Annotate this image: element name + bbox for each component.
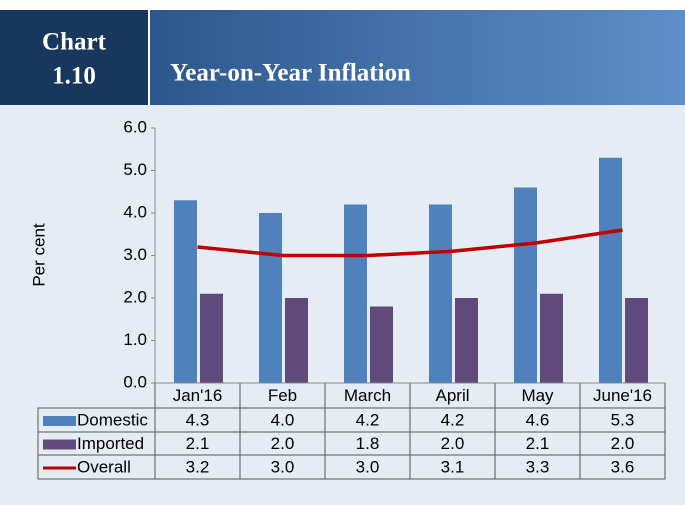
legend-marker (43, 416, 76, 426)
table-value: 2.1 (186, 434, 210, 453)
bar (200, 293, 223, 383)
bar (285, 298, 308, 383)
x-tick-label: March (344, 386, 391, 405)
bar (455, 298, 478, 383)
table-value: 3.2 (186, 457, 210, 476)
table-value: 2.0 (271, 434, 295, 453)
y-tick-label: 3.0 (123, 245, 147, 264)
background (0, 105, 685, 505)
x-tick-label: May (521, 386, 554, 405)
bar (625, 298, 648, 383)
bar (514, 187, 537, 383)
header-label-box (0, 10, 148, 105)
x-tick-label: April (435, 386, 469, 405)
y-tick-label: 0.0 (123, 372, 147, 391)
table-value: 4.2 (356, 410, 380, 429)
bar (259, 213, 282, 383)
bar (599, 157, 622, 383)
x-tick-label: June'16 (593, 386, 652, 405)
table-value: 4.6 (526, 410, 550, 429)
header-number: 1.10 (52, 63, 96, 90)
table-cell (579, 454, 666, 480)
bar (344, 204, 367, 383)
table-value: 2.1 (526, 434, 550, 453)
table-value: 1.8 (356, 434, 380, 453)
y-tick-label: 4.0 (123, 202, 147, 221)
y-axis-label: Per cent (29, 223, 48, 287)
bar (540, 293, 563, 383)
x-tick-label: Feb (268, 386, 297, 405)
table-value: 3.1 (441, 457, 465, 476)
y-tick-label: 1.0 (123, 330, 147, 349)
header-label: Chart (42, 29, 107, 56)
table-value: 4.3 (186, 410, 210, 429)
table-value: 2.0 (441, 434, 465, 453)
y-tick-label: 6.0 (123, 117, 147, 136)
legend-label: Overall (77, 457, 131, 476)
bar (429, 204, 452, 383)
line (197, 228, 623, 258)
table-value: 3.0 (271, 457, 295, 476)
bar (370, 306, 393, 383)
table-value: 2.0 (611, 434, 635, 453)
x-tick-label: Jan'16 (173, 386, 223, 405)
y-tick-label: 2.0 (123, 287, 147, 306)
header-title-box (150, 10, 685, 105)
table-value: 3.0 (356, 457, 380, 476)
table-value: 4.0 (271, 410, 295, 429)
legend-marker (43, 439, 76, 450)
legend-label: Domestic (77, 410, 148, 429)
chart-title: Year-on-Year Inflation (170, 60, 411, 87)
bar (174, 200, 197, 383)
table-value: 4.2 (441, 410, 465, 429)
table-value: 5.3 (611, 410, 635, 429)
y-tick-label: 5.0 (123, 160, 147, 179)
legend-label: Imported (77, 434, 144, 453)
table-value: 3.3 (526, 457, 550, 476)
table-value: 3.6 (611, 457, 635, 476)
